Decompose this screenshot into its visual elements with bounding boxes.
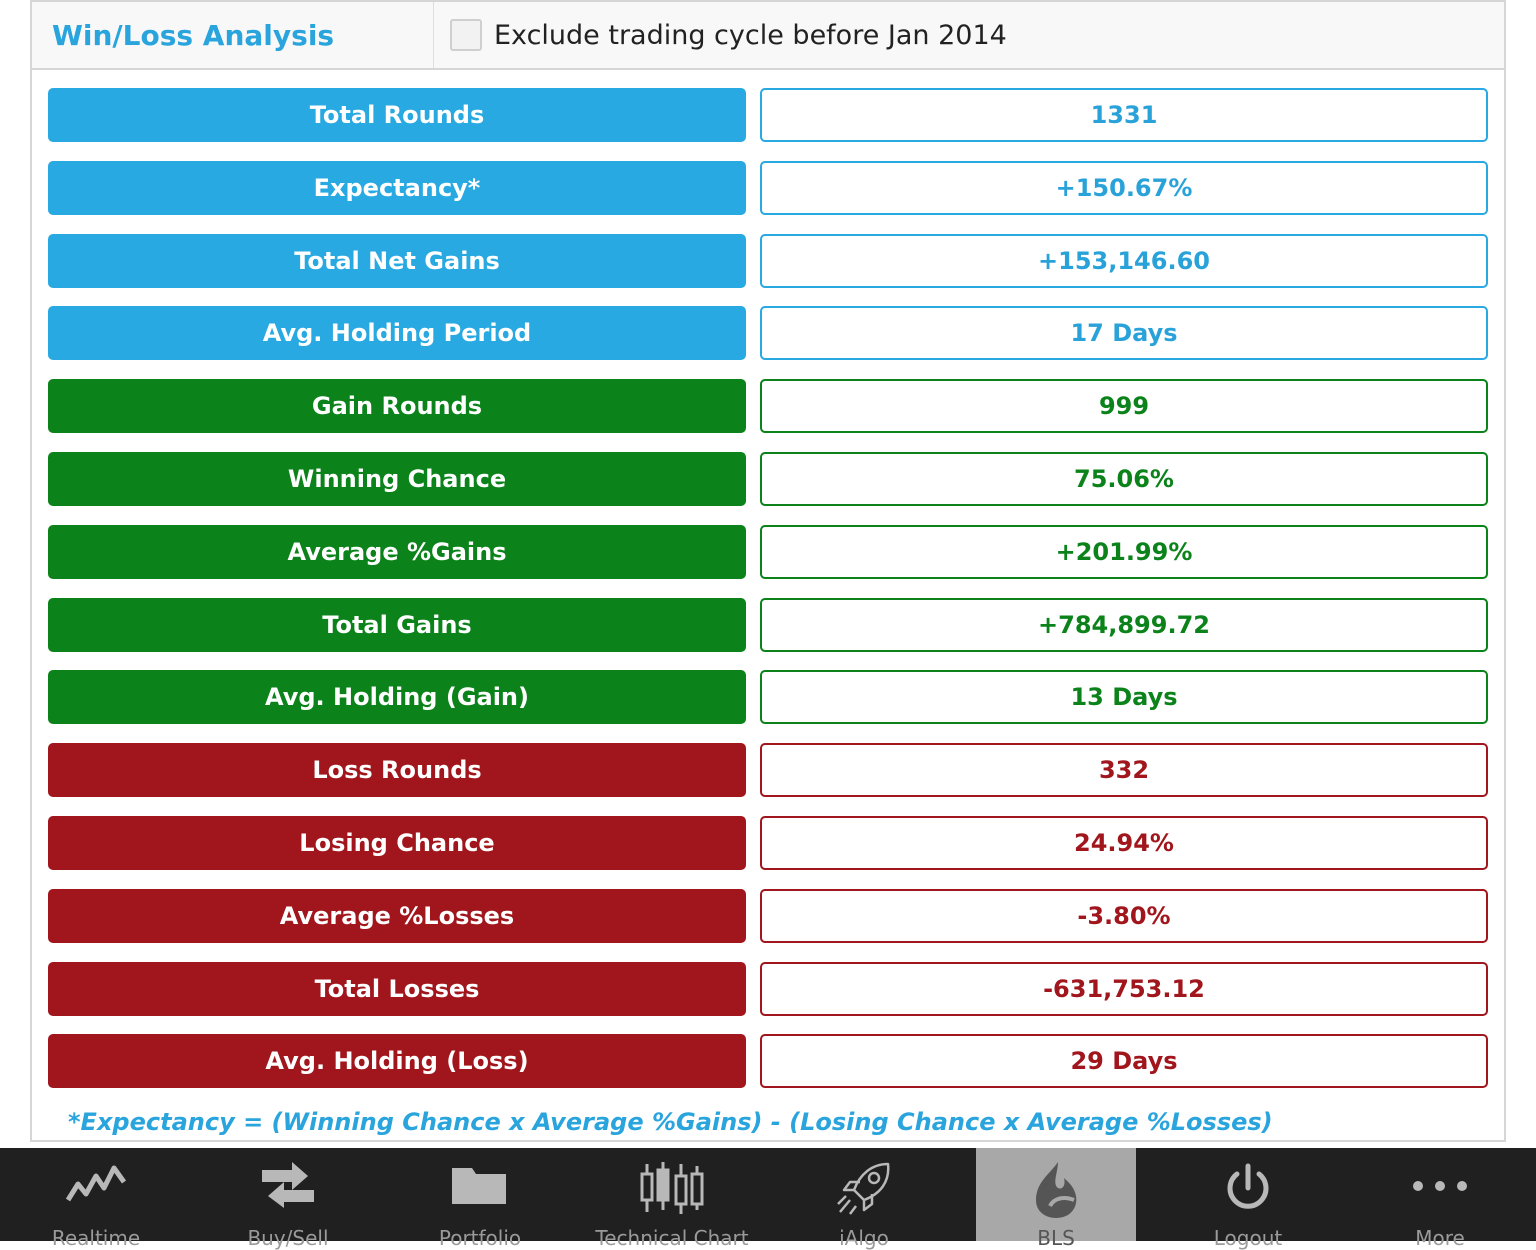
stat-row: Winning Chance 75.06% [48, 452, 1488, 506]
stat-label: Gain Rounds [48, 379, 746, 433]
bottom-tab-bar: Realtime Buy/Sell Portfolio Technical Ch… [0, 1148, 1536, 1250]
folder-icon [452, 1168, 506, 1204]
stat-label: Total Losses [48, 962, 746, 1016]
tab-label: More [1415, 1226, 1465, 1250]
stat-row: Gain Rounds 999 [48, 379, 1488, 433]
stat-label: Average %Gains [48, 525, 746, 579]
panel-header: Win/Loss Analysis Exclude trading cycle … [32, 2, 1504, 70]
stat-label: Total Gains [48, 598, 746, 652]
tab-label: Buy/Sell [247, 1226, 329, 1250]
stat-row: Total Rounds 1331 [48, 88, 1488, 142]
candlestick-icon [640, 1162, 704, 1214]
stat-value: 13 Days [760, 670, 1488, 724]
stat-value: +784,899.72 [760, 598, 1488, 652]
stat-row: Avg. Holding (Loss) 29 Days [48, 1034, 1488, 1088]
stat-value: +150.67% [760, 161, 1488, 215]
exclude-label[interactable]: Exclude trading cycle before Jan 2014 [494, 19, 1007, 51]
exclude-checkbox[interactable] [450, 19, 482, 51]
tab-label: Portfolio [438, 1226, 522, 1250]
transfer-arrows-icon [262, 1162, 314, 1208]
more-dots-icon [1413, 1181, 1467, 1191]
tab-logout[interactable]: Logout [1152, 1148, 1344, 1250]
expectancy-footnote: *Expectancy = (Winning Chance x Average … [68, 1108, 1273, 1136]
tab-bls[interactable]: BLS [976, 1148, 1136, 1250]
panel-title: Win/Loss Analysis [32, 2, 434, 68]
stat-value: -3.80% [760, 889, 1488, 943]
stat-label: Winning Chance [48, 452, 746, 506]
stat-label: Total Net Gains [48, 234, 746, 288]
stat-value: +153,146.60 [760, 234, 1488, 288]
stat-row: Total Gains +784,899.72 [48, 598, 1488, 652]
stat-label: Expectancy* [48, 161, 746, 215]
stat-label: Avg. Holding (Gain) [48, 670, 746, 724]
tab-technical-chart[interactable]: Technical Chart [576, 1148, 768, 1250]
tab-more[interactable]: More [1344, 1148, 1536, 1250]
stat-label: Avg. Holding (Loss) [48, 1034, 746, 1088]
stat-value: -631,753.12 [760, 962, 1488, 1016]
tab-label: iAlgo [839, 1226, 889, 1250]
tab-realtime[interactable]: Realtime [0, 1148, 192, 1250]
stat-value: +201.99% [760, 525, 1488, 579]
stat-row: Avg. Holding (Gain) 13 Days [48, 670, 1488, 724]
tab-label: Logout [1213, 1226, 1283, 1250]
tab-buy-sell[interactable]: Buy/Sell [192, 1148, 384, 1250]
win-loss-panel: Win/Loss Analysis Exclude trading cycle … [30, 0, 1506, 1142]
rocket-icon [837, 1162, 890, 1215]
tab-label: BLS [1037, 1226, 1075, 1250]
stat-row: Expectancy* +150.67% [48, 161, 1488, 215]
stat-label: Total Rounds [48, 88, 746, 142]
stat-row: Total Net Gains +153,146.60 [48, 234, 1488, 288]
stat-row: Loss Rounds 332 [48, 743, 1488, 797]
stat-row: Total Losses -631,753.12 [48, 962, 1488, 1016]
stat-label: Avg. Holding Period [48, 306, 746, 360]
tab-label: Technical Chart [595, 1226, 749, 1250]
stat-label: Losing Chance [48, 816, 746, 870]
stat-label: Average %Losses [48, 889, 746, 943]
exclude-option[interactable]: Exclude trading cycle before Jan 2014 [434, 2, 1007, 68]
flame-icon [1036, 1162, 1077, 1218]
stat-value: 24.94% [760, 816, 1488, 870]
tab-portfolio[interactable]: Portfolio [384, 1148, 576, 1250]
stat-value: 999 [760, 379, 1488, 433]
stat-row: Losing Chance 24.94% [48, 816, 1488, 870]
tab-label: Realtime [51, 1226, 141, 1250]
stat-value: 75.06% [760, 452, 1488, 506]
stat-label: Loss Rounds [48, 743, 746, 797]
stat-row: Avg. Holding Period 17 Days [48, 306, 1488, 360]
power-icon [1227, 1163, 1269, 1209]
stat-value: 29 Days [760, 1034, 1488, 1088]
stat-value: 332 [760, 743, 1488, 797]
tab-ialgo[interactable]: iAlgo [768, 1148, 960, 1250]
line-chart-icon [65, 1165, 127, 1202]
stat-value: 17 Days [760, 306, 1488, 360]
stat-value: 1331 [760, 88, 1488, 142]
stat-row: Average %Gains +201.99% [48, 525, 1488, 579]
stat-row: Average %Losses -3.80% [48, 889, 1488, 943]
